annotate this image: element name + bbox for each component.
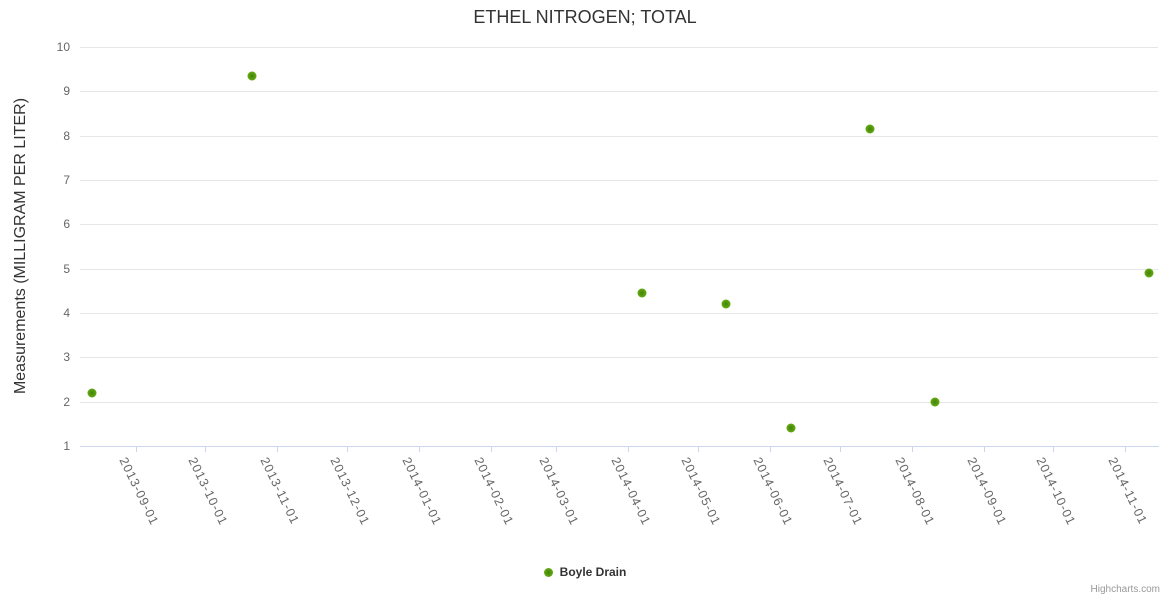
y-axis-label: 4 xyxy=(63,306,70,320)
x-axis-tick xyxy=(628,447,630,452)
chart-title: ETHEL NITROGEN; TOTAL xyxy=(473,7,697,27)
y-gridline xyxy=(80,47,1158,48)
x-axis-tick xyxy=(770,447,771,452)
x-axis-tick xyxy=(556,447,558,452)
y-axis-label: 3 xyxy=(63,350,70,365)
x-axis-tick xyxy=(1053,447,1055,452)
x-axis-tick xyxy=(135,447,137,452)
x-axis-line xyxy=(80,446,1159,447)
legend-label: Boyle Drain xyxy=(559,565,627,579)
y-gridline xyxy=(80,91,1158,93)
data-point[interactable] xyxy=(1144,268,1154,278)
y-axis-label: 5 xyxy=(63,261,70,276)
x-axis-label: 2014-01-01 xyxy=(399,455,445,528)
x-axis-label: 2014-06-01 xyxy=(750,455,796,528)
x-axis-label: 2013-09-01 xyxy=(116,455,162,528)
x-axis-tick xyxy=(347,447,349,452)
y-gridline xyxy=(80,268,1158,270)
y-axis-label: 2 xyxy=(63,394,70,409)
x-axis-tick xyxy=(491,447,493,452)
x-axis-label: 2014-08-01 xyxy=(892,455,938,528)
y-axis-label: 6 xyxy=(63,217,70,232)
data-point[interactable] xyxy=(637,288,647,298)
x-axis-tick xyxy=(697,447,699,452)
y-gridline xyxy=(80,401,1158,403)
y-gridline xyxy=(80,357,1158,359)
data-point[interactable] xyxy=(865,124,875,134)
x-axis-tick xyxy=(911,447,913,452)
y-axis-label: 7 xyxy=(63,173,70,187)
data-point[interactable] xyxy=(247,71,257,81)
x-axis-tick xyxy=(419,447,421,452)
x-axis-tick xyxy=(205,447,207,452)
x-axis-label: 2014-04-01 xyxy=(608,455,654,528)
y-gridline xyxy=(80,313,1158,314)
x-axis-tick xyxy=(983,447,985,452)
x-axis-label: 2013-11-01 xyxy=(257,455,303,527)
x-axis-label: 2014-02-01 xyxy=(471,455,517,528)
data-point[interactable] xyxy=(721,299,731,309)
x-axis-label: 2014-03-01 xyxy=(536,455,582,528)
y-axis-label: 1 xyxy=(63,439,70,453)
y-axis-label: 10 xyxy=(56,40,70,54)
legend: Boyle Drain xyxy=(0,565,1170,579)
data-point[interactable] xyxy=(786,423,796,433)
y-axis-label: 8 xyxy=(63,128,70,143)
x-axis-label: 2014-05-01 xyxy=(678,455,724,528)
y-gridline xyxy=(80,135,1158,137)
x-axis-tick xyxy=(1125,447,1127,452)
highcharts-credit-link[interactable]: Highcharts.com xyxy=(1090,584,1160,595)
x-axis-tick xyxy=(839,447,841,452)
x-axis-label: 2014-10-01 xyxy=(1033,455,1079,528)
x-axis-label: 2013-12-01 xyxy=(327,455,373,528)
legend-marker-icon xyxy=(543,567,553,577)
x-axis-label: 2013-10-01 xyxy=(185,455,231,528)
y-axis-label: 9 xyxy=(63,84,70,99)
y-gridline xyxy=(80,180,1158,181)
x-axis-label: 2014-09-01 xyxy=(964,455,1010,528)
x-axis-tick xyxy=(277,447,279,452)
data-point[interactable] xyxy=(930,397,940,407)
x-axis-label: 2014-11-01 xyxy=(1105,455,1151,527)
x-axis-label: 2014-07-01 xyxy=(820,455,866,528)
data-point[interactable] xyxy=(87,388,97,398)
y-gridline xyxy=(80,224,1158,226)
legend-item-boyle-drain[interactable]: Boyle Drain xyxy=(543,565,627,579)
